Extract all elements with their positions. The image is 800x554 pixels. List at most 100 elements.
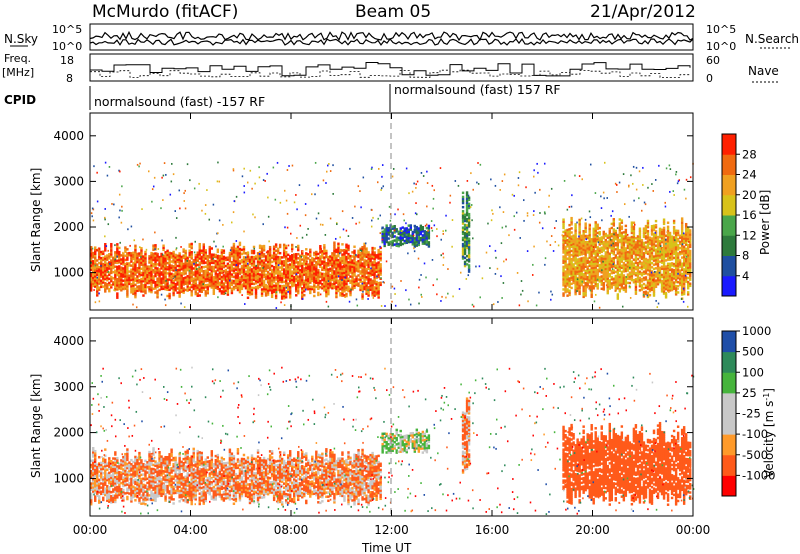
scatter-cell: [568, 262, 571, 266]
scatter-cell: [638, 256, 642, 259]
scatter-cell: [572, 271, 575, 274]
scatter-cell: [146, 277, 149, 281]
scatter-cell: [148, 273, 151, 277]
scatter-cell: [341, 273, 344, 277]
scatter-cell: [345, 268, 348, 271]
scatter-cell: [610, 241, 613, 244]
scatter-cell: [612, 248, 616, 252]
scatter-speckle: [586, 286, 588, 289]
scatter-cell: [662, 253, 666, 256]
scatter-cell: [562, 280, 565, 283]
scatter-cell: [630, 278, 634, 282]
scatter-cell: [126, 262, 129, 265]
scatter-cell: [90, 287, 93, 290]
scatter-cell: [262, 248, 266, 252]
scatter-cell: [339, 277, 342, 281]
scatter-cell: [622, 266, 626, 269]
scatter-cell: [156, 273, 159, 276]
scatter-cell: [319, 273, 322, 277]
scatter-cell: [164, 271, 167, 275]
scatter-speckle: [440, 254, 443, 257]
scatter-cell: [140, 271, 143, 275]
scatter-speckle: [222, 223, 224, 226]
scatter-cell: [562, 284, 565, 287]
scatter-cell: [570, 223, 573, 226]
scatter-cell: [339, 248, 342, 252]
scatter-cell: [562, 247, 565, 250]
scatter-cell: [142, 279, 145, 283]
scatter-cell: [311, 259, 314, 262]
scatter-speckle: [345, 229, 348, 232]
scatter-cell: [160, 265, 163, 268]
scatter-cell: [180, 255, 183, 259]
scatter-cell: [598, 257, 601, 261]
scatter-cell: [630, 276, 634, 280]
scatter-cell: [363, 283, 366, 287]
scatter-cell: [606, 285, 609, 289]
scatter-cell: [660, 281, 664, 285]
scatter-cell: [359, 261, 362, 265]
scatter-cell: [108, 257, 111, 260]
scatter-cell: [172, 261, 175, 264]
scatter-cell: [142, 267, 145, 271]
scatter-cell: [461, 220, 465, 223]
scatter-cell: [634, 261, 638, 265]
scatter-cell: [282, 294, 286, 298]
scatter-cell: [90, 258, 93, 261]
scatter-cell: [337, 254, 340, 258]
scatter-cell: [680, 244, 684, 247]
scatter-cell: [664, 287, 668, 291]
scatter-cell: [168, 261, 171, 265]
scatter-cell: [260, 288, 264, 291]
scatter-speckle: [436, 293, 438, 296]
scatter-cell: [266, 258, 270, 261]
scatter-cell: [375, 293, 378, 296]
scatter-cell: [610, 269, 613, 273]
scatter-cell: [594, 274, 597, 277]
scatter-cell: [327, 282, 330, 286]
scatter-cell: [345, 282, 348, 285]
scatter-cell: [608, 238, 611, 241]
scatter-cell: [584, 245, 587, 248]
scatter-cell: [323, 260, 326, 263]
scatter-cell: [666, 252, 670, 255]
scatter-cell: [303, 281, 306, 285]
scatter-cell: [116, 265, 119, 269]
scatter-cell: [608, 254, 611, 257]
scatter-cell: [568, 242, 571, 245]
scatter-cell: [620, 283, 624, 286]
scatter-cell: [266, 262, 270, 266]
scatter-cell: [240, 279, 244, 282]
scatter-cell: [325, 292, 328, 296]
scatter-cell: [258, 279, 262, 282]
scatter-cell: [578, 261, 581, 265]
scatter-cell: [628, 236, 632, 240]
scatter-cell: [202, 286, 205, 289]
scatter-cell: [258, 277, 262, 280]
scatter-cell: [562, 259, 565, 262]
scatter-cell: [246, 284, 250, 287]
scatter-cell: [152, 254, 155, 258]
scatter-cell: [632, 248, 636, 251]
scatter-cell: [564, 264, 567, 267]
scatter-cell: [345, 292, 348, 296]
scatter-cell: [150, 274, 153, 277]
scatter-cell: [144, 269, 147, 272]
scatter-cell: [345, 266, 348, 269]
scatter-cell: [266, 254, 270, 257]
scatter-cell: [268, 258, 272, 261]
scatter-cell: [670, 251, 674, 255]
scatter-cell: [104, 255, 107, 258]
scatter-cell: [413, 228, 417, 232]
scatter-cell: [218, 271, 222, 274]
scatter-cell: [355, 263, 358, 266]
scatter-cell: [652, 277, 656, 281]
scatter-cell: [680, 221, 684, 224]
scatter-cell: [634, 271, 638, 275]
scatter-cell: [634, 257, 638, 261]
scatter-cell: [465, 199, 469, 202]
scatter-cell: [220, 265, 224, 268]
scatter-cell: [367, 267, 370, 271]
scatter-cell: [668, 256, 672, 259]
scatter-cell: [172, 289, 175, 293]
